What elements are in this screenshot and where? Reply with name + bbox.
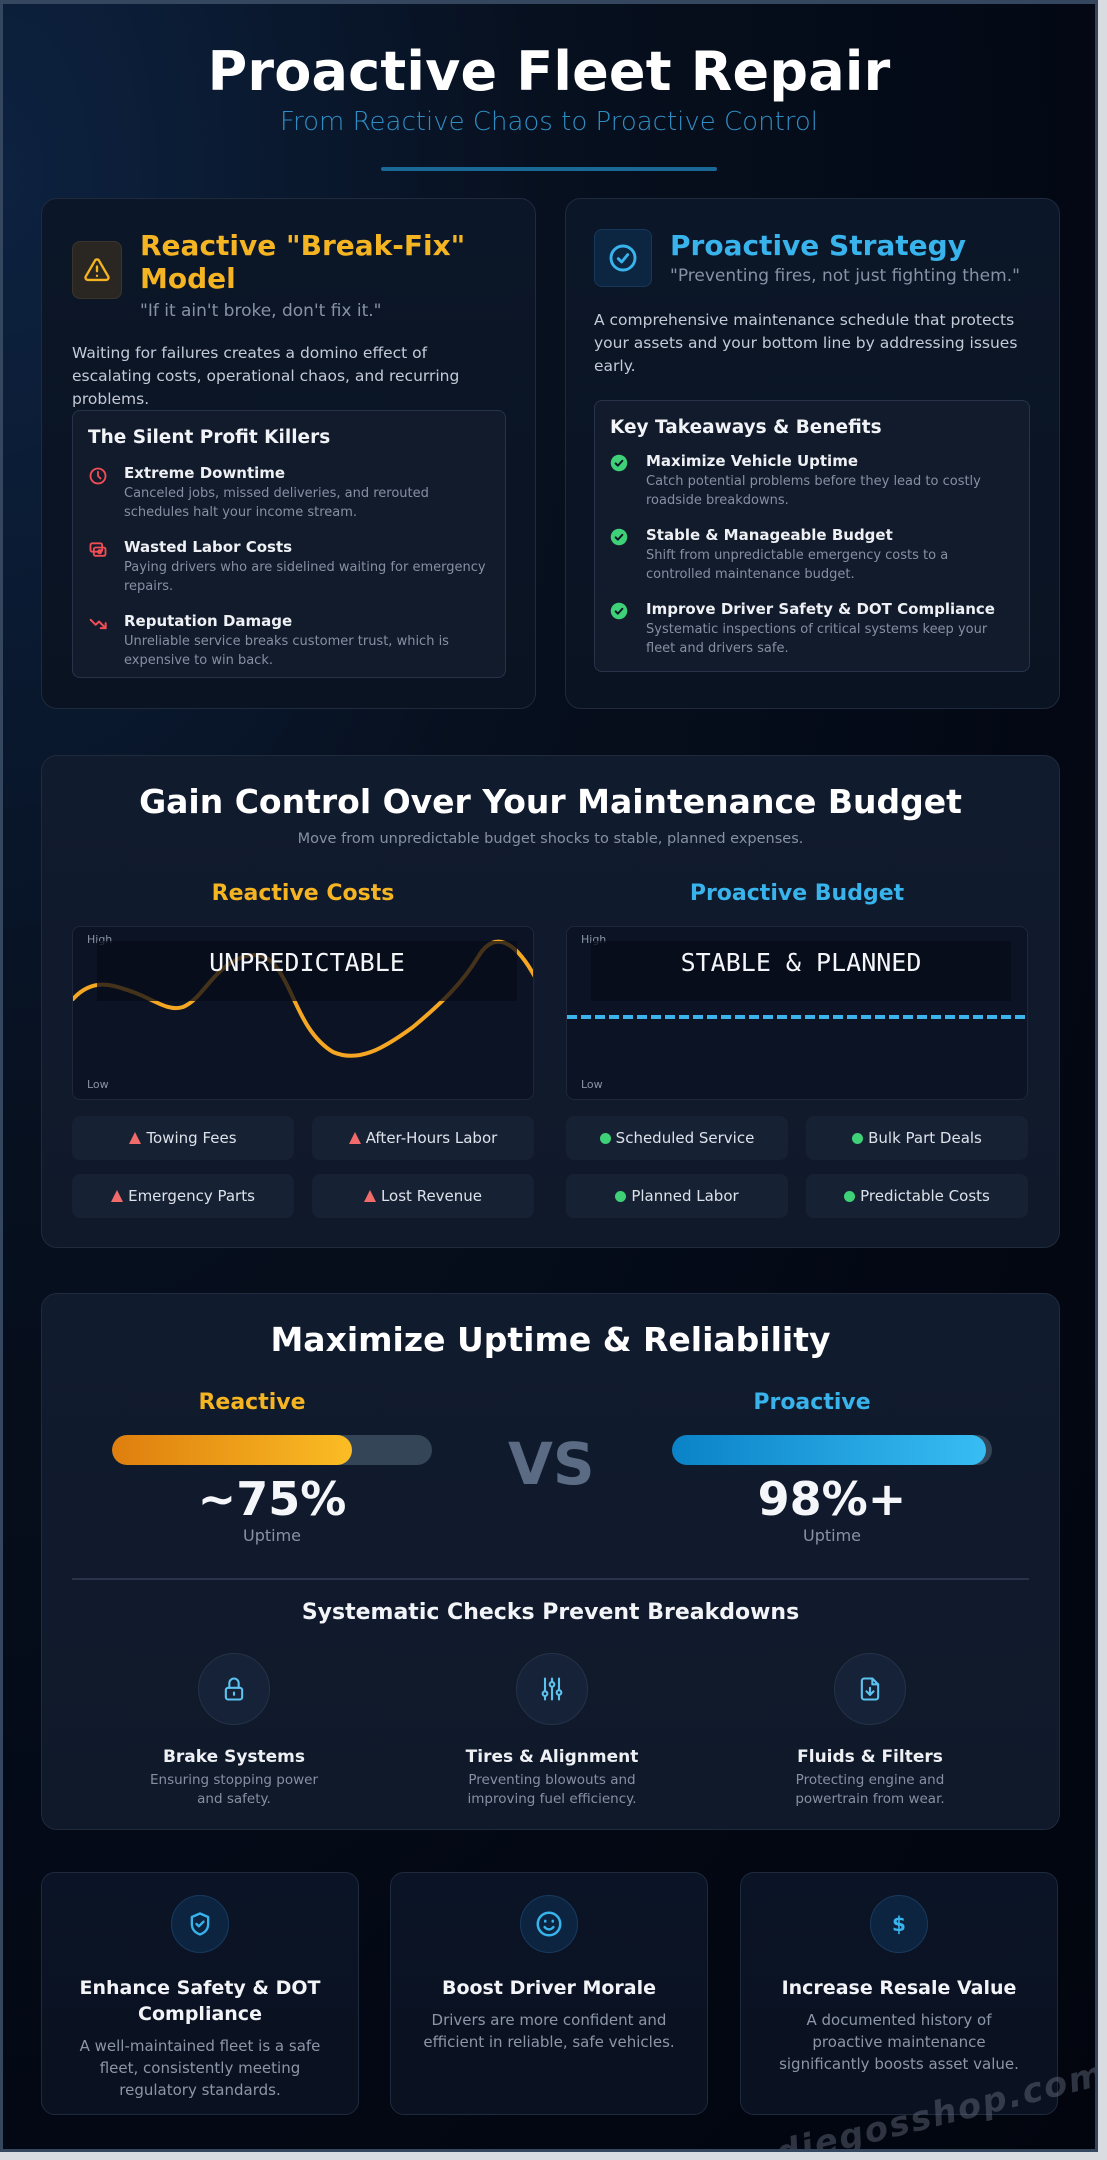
section-divider bbox=[72, 1578, 1029, 1580]
profit-killers-panel: The Silent Profit Killers Extreme Downti… bbox=[72, 410, 506, 678]
page-subtitle: From Reactive Chaos to Proactive Control bbox=[279, 107, 819, 137]
benefit-card-morale: Boost Driver Morale Drivers are more con… bbox=[390, 1872, 708, 2115]
list-item: Reputation Damage Unreliable service brea… bbox=[88, 612, 490, 670]
page-header: Proactive Fleet Repair From Reactive Cha… bbox=[3, 4, 1095, 171]
proactive-chart-label: STABLE & PLANNED bbox=[591, 941, 1011, 1001]
green-check-icon bbox=[610, 526, 632, 584]
budget-section: Gain Control Over Your Maintenance Budge… bbox=[41, 755, 1060, 1248]
uptime-section-title: Maximize Uptime & Reliability bbox=[270, 1320, 831, 1359]
benefit-card-safety: Enhance Safety & DOT Compliance A well-ma… bbox=[41, 1872, 359, 2115]
check-fluids-filters: Fluids & Filters Protecting engine and po… bbox=[720, 1653, 1020, 1809]
proactive-budget-chip: Bulk Part Deals bbox=[806, 1116, 1028, 1160]
reactive-cost-chip: Lost Revenue bbox=[312, 1174, 534, 1218]
warning-triangle-icon bbox=[363, 1190, 376, 1202]
axis-low-label: Low bbox=[87, 1078, 109, 1091]
check-brake-systems: Brake Systems Ensuring stopping power and… bbox=[84, 1653, 384, 1809]
key-takeaways-panel: Key Takeaways & Benefits Maximize Vehicl… bbox=[594, 400, 1030, 672]
proactive-strategy-description: A comprehensive maintenance schedule tha… bbox=[594, 311, 1018, 375]
shield-check-icon bbox=[171, 1895, 229, 1953]
green-dot-icon bbox=[852, 1132, 864, 1144]
versus-label: VS bbox=[508, 1430, 595, 1498]
proactive-budget-title: Proactive Budget bbox=[689, 881, 905, 906]
list-item: Improve Driver Safety & DOT Compliance Sy… bbox=[610, 600, 1014, 658]
list-item: Maximize Vehicle Uptime Catch potential p… bbox=[610, 452, 1014, 510]
stable-budget-line bbox=[567, 1015, 1027, 1019]
green-dot-icon bbox=[844, 1190, 856, 1202]
reactive-uptime-label: Reactive bbox=[198, 1390, 306, 1415]
green-dot-icon bbox=[599, 1132, 611, 1144]
list-item: Wasted Labor Costs Paying drivers who are… bbox=[88, 538, 490, 596]
axis-low-label: Low bbox=[581, 1078, 603, 1091]
proactive-budget-chip: Predictable Costs bbox=[806, 1174, 1028, 1218]
proactive-budget-chip: Scheduled Service bbox=[566, 1116, 788, 1160]
file-download-icon bbox=[834, 1653, 906, 1725]
benefit-card-resale: $ Increase Resale Value A documented his… bbox=[740, 1872, 1058, 2115]
proactive-uptime-label: Proactive bbox=[753, 1390, 871, 1415]
reactive-model-card: Reactive "Break-Fix" Model "If it ain't b… bbox=[41, 198, 536, 709]
proactive-uptime-bar bbox=[672, 1435, 992, 1465]
proactive-strategy-card: Proactive Strategy "Preventing fires, no… bbox=[565, 198, 1060, 709]
key-takeaways-title: Key Takeaways & Benefits bbox=[610, 417, 882, 438]
reactive-cost-chip: After-Hours Labor bbox=[312, 1116, 534, 1160]
list-item: Extreme Downtime Canceled jobs, missed de… bbox=[88, 464, 490, 522]
proactive-budget-chart: High Low STABLE & PLANNED bbox=[566, 926, 1028, 1100]
reactive-cost-chip: Emergency Parts bbox=[72, 1174, 294, 1218]
title-divider bbox=[381, 167, 717, 171]
reactive-uptime-caption: Uptime bbox=[242, 1526, 301, 1545]
green-check-icon bbox=[610, 452, 632, 510]
trend-down-icon bbox=[88, 612, 110, 670]
reactive-costs-title: Reactive Costs bbox=[211, 881, 395, 906]
reactive-model-title: Reactive "Break-Fix" Model bbox=[140, 229, 466, 295]
green-check-icon bbox=[610, 600, 632, 658]
reactive-cost-chip: Towing Fees bbox=[72, 1116, 294, 1160]
budget-section-title: Gain Control Over Your Maintenance Budge… bbox=[139, 782, 962, 821]
proactive-strategy-quote: "Preventing fires, not just fighting the… bbox=[670, 266, 1020, 286]
cash-icon bbox=[88, 538, 110, 596]
warning-triangle-icon bbox=[348, 1132, 361, 1144]
list-item: Stable & Manageable Budget Shift from unp… bbox=[610, 526, 1014, 584]
reactive-cost-chart: High Low UNPREDICTABLE bbox=[72, 926, 534, 1100]
clock-icon bbox=[88, 464, 110, 522]
proactive-budget-chip: Planned Labor bbox=[566, 1174, 788, 1218]
proactive-uptime-value: 98%+ bbox=[757, 1472, 907, 1526]
reactive-model-quote: "If it ain't broke, don't fix it." bbox=[140, 301, 382, 321]
proactive-uptime-caption: Uptime bbox=[802, 1526, 861, 1545]
lock-icon bbox=[198, 1653, 270, 1725]
reactive-uptime-value: ~75% bbox=[197, 1472, 347, 1526]
profit-killers-title: The Silent Profit Killers bbox=[88, 427, 331, 448]
page-title: Proactive Fleet Repair bbox=[207, 40, 891, 103]
warning-triangle-icon bbox=[129, 1132, 142, 1144]
proactive-strategy-title: Proactive Strategy bbox=[670, 229, 966, 262]
warning-triangle-icon bbox=[72, 241, 122, 299]
check-circle-icon bbox=[594, 229, 652, 287]
reactive-chart-label: UNPREDICTABLE bbox=[97, 941, 517, 1001]
check-tires-alignment: Tires & Alignment Preventing blowouts an… bbox=[402, 1653, 702, 1809]
budget-section-subtitle: Move from unpredictable budget shocks to… bbox=[297, 831, 804, 847]
uptime-section: Maximize Uptime & Reliability Reactive P… bbox=[41, 1293, 1060, 1830]
warning-triangle-icon bbox=[111, 1190, 124, 1202]
sliders-icon bbox=[516, 1653, 588, 1725]
checks-title: Systematic Checks Prevent Breakdowns bbox=[301, 1600, 800, 1625]
reactive-uptime-bar bbox=[112, 1435, 432, 1465]
green-dot-icon bbox=[615, 1190, 627, 1202]
dollar-icon: $ bbox=[870, 1895, 928, 1953]
smiley-icon bbox=[520, 1895, 578, 1953]
reactive-model-description: Waiting for failures creates a domino ef… bbox=[72, 344, 460, 408]
